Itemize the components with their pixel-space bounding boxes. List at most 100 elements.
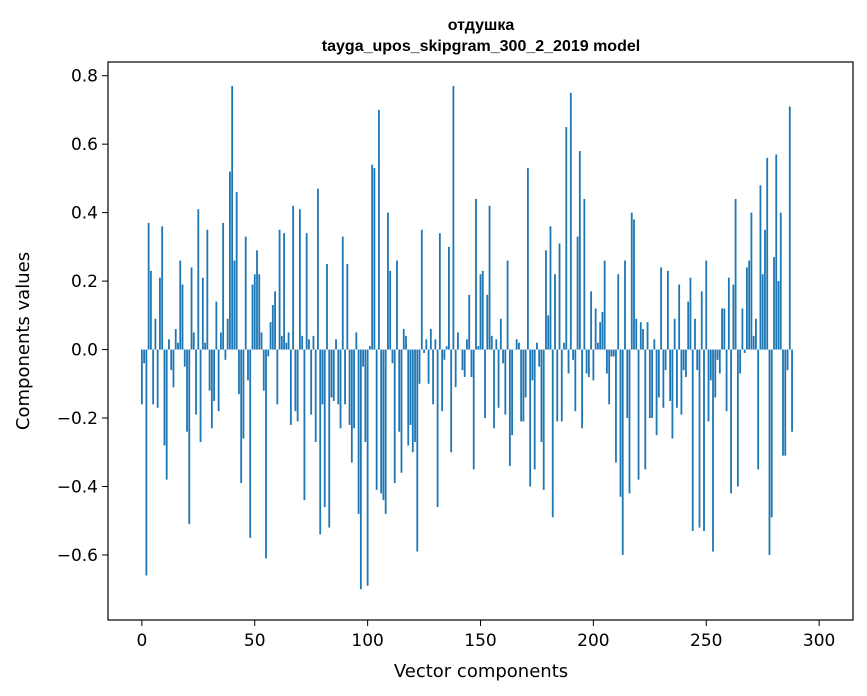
bar — [583, 198, 586, 350]
bar — [181, 284, 184, 350]
bar — [533, 349, 536, 470]
bar — [766, 157, 769, 350]
bar — [574, 349, 577, 412]
bar — [326, 263, 328, 350]
bar — [450, 349, 453, 453]
bar — [305, 233, 308, 350]
bar — [427, 349, 430, 384]
bar — [215, 301, 218, 350]
bar — [639, 322, 642, 350]
bar — [508, 349, 511, 466]
bar — [201, 277, 204, 350]
y-tick-label: 0.6 — [71, 135, 98, 155]
bar — [784, 349, 787, 456]
bar — [163, 349, 166, 446]
bar — [606, 349, 608, 374]
bar — [542, 349, 545, 490]
bar — [393, 349, 396, 484]
bar — [709, 349, 712, 381]
bar — [368, 346, 371, 350]
bar — [280, 335, 283, 350]
bar — [156, 349, 159, 408]
bar — [165, 349, 168, 480]
bar — [786, 349, 789, 371]
bar — [700, 291, 703, 350]
bar — [488, 205, 491, 350]
bar — [238, 349, 240, 395]
bar — [454, 349, 457, 388]
x-tick-label: 300 — [803, 631, 835, 651]
bar — [328, 349, 331, 528]
bar — [648, 349, 651, 419]
bar — [208, 349, 211, 391]
chart-title: отдушка — [448, 17, 515, 34]
bar — [545, 250, 547, 350]
bar — [554, 274, 556, 350]
bar — [161, 226, 164, 350]
bar — [348, 349, 351, 425]
bar — [612, 349, 615, 357]
bar — [416, 349, 419, 552]
bar — [172, 349, 175, 388]
bar — [788, 106, 791, 350]
bar — [195, 349, 197, 415]
bar — [213, 349, 216, 401]
bar — [615, 349, 617, 463]
bar — [678, 284, 681, 350]
bar — [558, 243, 561, 350]
bar — [619, 349, 622, 497]
bar — [759, 185, 762, 350]
bar — [536, 342, 538, 350]
bar — [633, 219, 635, 350]
bar — [149, 270, 152, 350]
bar — [468, 294, 471, 350]
bar — [143, 349, 146, 364]
bar — [723, 308, 726, 350]
bar — [587, 349, 590, 377]
bar — [635, 318, 638, 350]
y-tick-label: 0.2 — [71, 272, 98, 292]
bar — [685, 349, 687, 377]
bar — [540, 349, 543, 442]
bar — [294, 349, 297, 412]
bar — [341, 236, 344, 350]
bar — [461, 349, 464, 371]
bar — [773, 257, 775, 350]
bar — [310, 349, 313, 415]
bar — [396, 260, 398, 350]
bar — [317, 188, 319, 350]
bar — [174, 329, 177, 350]
bar — [244, 236, 247, 350]
bar — [314, 349, 317, 442]
bar — [233, 260, 236, 350]
bar — [183, 349, 186, 367]
bar — [140, 349, 143, 405]
x-tick-label: 150 — [464, 631, 496, 651]
bar — [764, 229, 766, 350]
bar — [669, 349, 672, 401]
bar — [378, 109, 380, 350]
bar — [653, 339, 656, 350]
bar — [497, 349, 500, 408]
bar — [359, 349, 362, 590]
bar — [452, 85, 455, 350]
bar — [671, 349, 674, 439]
bar — [599, 322, 602, 350]
bar — [721, 308, 723, 350]
bar — [269, 322, 272, 350]
y-tick-label: −0.6 — [57, 546, 98, 566]
bar — [321, 349, 324, 405]
bar — [199, 349, 202, 442]
bar — [748, 260, 751, 350]
bar — [527, 168, 529, 350]
bar — [319, 349, 322, 535]
bar — [673, 318, 676, 350]
bar — [560, 349, 563, 422]
bar — [594, 308, 597, 350]
bar — [752, 335, 755, 350]
bar — [777, 281, 780, 350]
bar — [511, 349, 514, 436]
bar — [387, 212, 389, 350]
bar — [750, 212, 753, 350]
